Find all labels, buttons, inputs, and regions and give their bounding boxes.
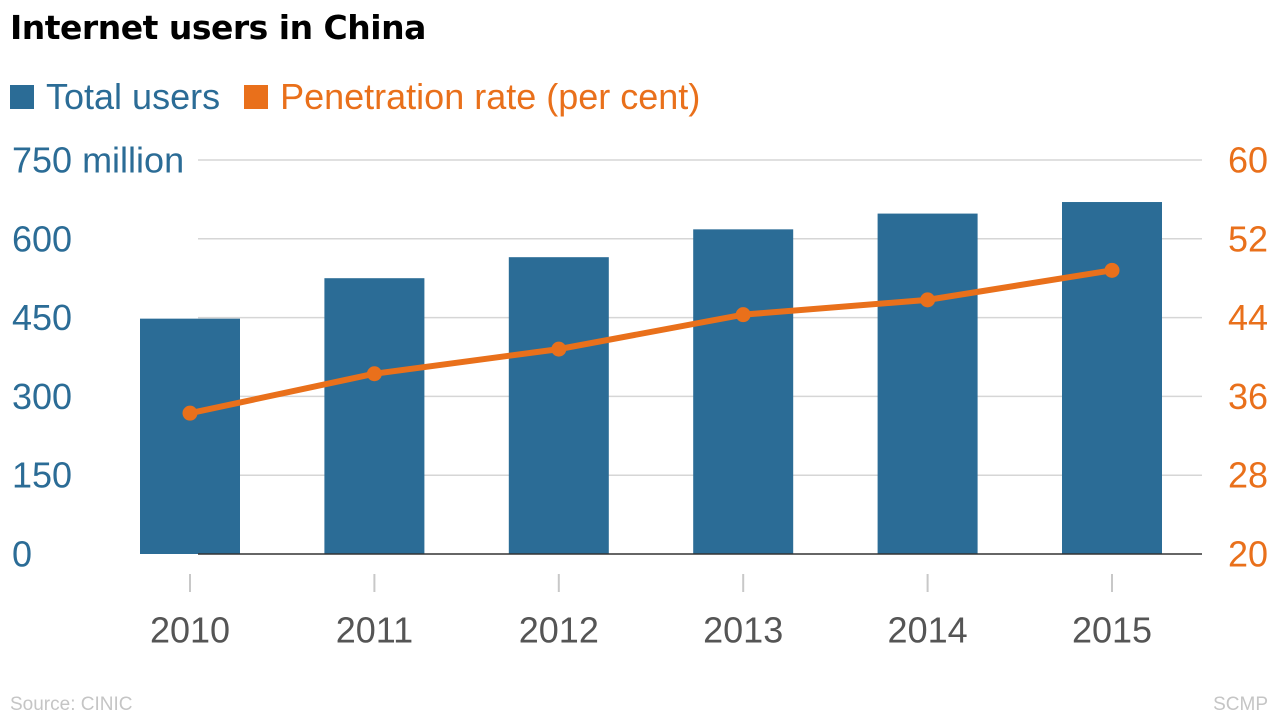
bar — [140, 318, 240, 554]
y-right-tick-label: 60 — [1228, 140, 1268, 181]
legend-item-total-users: Total users — [10, 76, 220, 118]
x-tick-label: 2012 — [519, 610, 599, 651]
penetration-rate-line — [187, 267, 1115, 417]
line-point — [182, 405, 198, 421]
y-left-tick-label: 750 million — [12, 140, 184, 181]
line-point — [735, 307, 751, 323]
x-tick-label: 2014 — [888, 610, 968, 651]
x-tick-label: 2013 — [703, 610, 783, 651]
line-point — [920, 292, 936, 308]
legend-item-penetration-rate: Penetration rate (per cent) — [244, 76, 700, 118]
bar — [324, 278, 425, 554]
line-point — [551, 341, 567, 357]
bar — [693, 229, 794, 554]
legend-label-penetration-rate: Penetration rate (per cent) — [280, 76, 701, 117]
chart-title: Internet users in China — [10, 8, 426, 47]
legend-swatch-penetration-rate — [244, 85, 269, 109]
legend-label-total-users: Total users — [46, 76, 221, 117]
y-left-tick-label: 300 — [12, 376, 72, 417]
y-right-tick-label: 36 — [1228, 376, 1268, 417]
y-left-tick-label: 0 — [12, 534, 32, 575]
x-tick-label: 2015 — [1072, 610, 1152, 651]
bar — [877, 213, 978, 555]
y-right-tick-label: 52 — [1228, 218, 1268, 259]
y-left-tick-label: 450 — [12, 297, 72, 338]
bar — [1062, 202, 1162, 554]
y-right-tick-label: 28 — [1228, 455, 1268, 496]
legend-swatch-total-users — [10, 85, 34, 109]
y-right-tick-label: 44 — [1228, 297, 1268, 338]
bar — [508, 257, 609, 554]
credit-note: SCMP — [1213, 694, 1268, 715]
source-note: Source: CINIC — [10, 694, 133, 715]
y-left-tick-label: 600 — [12, 218, 72, 259]
y-left-tick-label: 150 — [12, 455, 72, 496]
x-tick-label: 2010 — [150, 610, 230, 651]
legend: Total users Penetration rate (per cent) — [10, 76, 724, 118]
line-point — [1104, 262, 1120, 278]
line-point — [366, 366, 382, 382]
x-tick-label: 2011 — [336, 610, 413, 651]
y-right-tick-label: 20 — [1228, 534, 1268, 575]
